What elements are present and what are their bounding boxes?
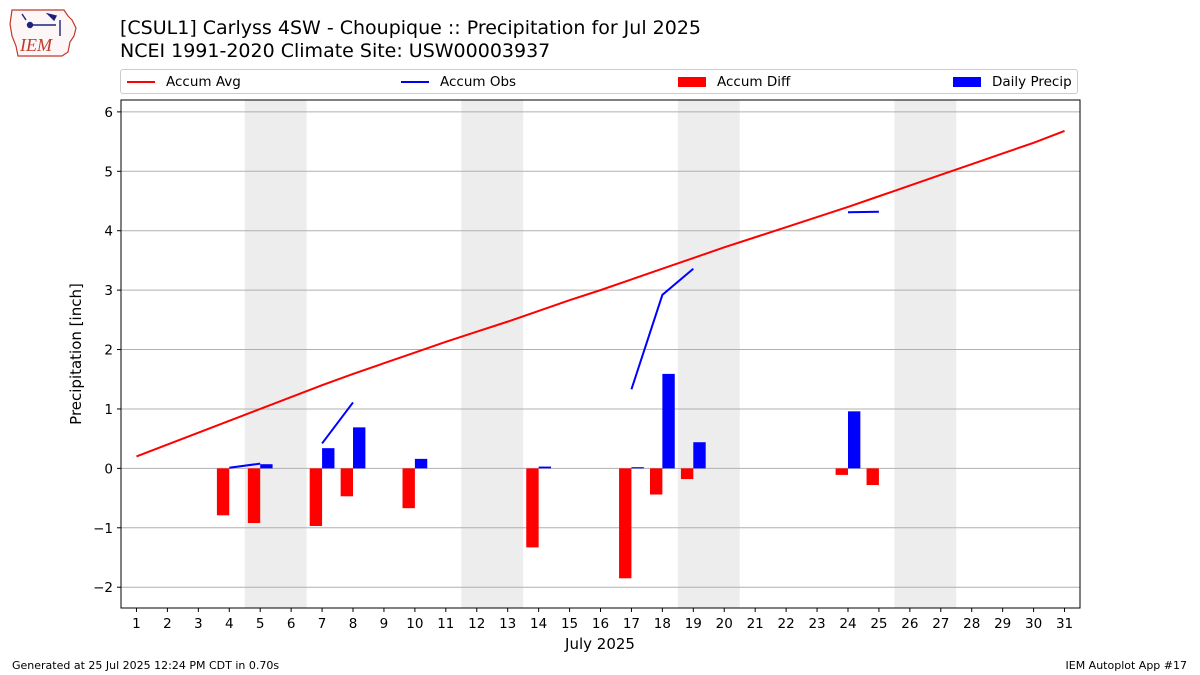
x-tick-label: 10 (406, 616, 423, 632)
plot-frame (120, 99, 1081, 609)
x-tick-label: 2 (163, 616, 172, 632)
accum-diff-bar (835, 468, 848, 475)
x-tick-label: 12 (468, 616, 485, 632)
y-tick-label: 6 (104, 105, 113, 121)
accum-diff-bar (247, 468, 261, 524)
y-tick-label: 1 (104, 402, 113, 418)
y-tick-label: 4 (104, 224, 113, 240)
legend-swatch-daily-precip (953, 77, 981, 87)
x-tick-label: 11 (437, 616, 454, 632)
daily-precip-bar (414, 458, 428, 469)
accum-diff-bar (649, 468, 663, 495)
legend-swatch-accum-diff (678, 77, 706, 87)
x-tick-label: 30 (1025, 616, 1042, 632)
daily-precip-bar (631, 467, 644, 469)
weather-station-icon (21, 12, 61, 36)
weekend-shade (677, 100, 740, 608)
generated-timestamp: Generated at 25 Jul 2025 12:24 PM CDT in… (12, 659, 280, 672)
x-tick-label: 31 (1056, 616, 1073, 632)
legend-label-daily-precip: Daily Precip (992, 74, 1072, 90)
legend-item-accum-avg: Accum Avg (127, 73, 241, 91)
x-tick-label: 27 (932, 616, 949, 632)
legend-label-accum-diff: Accum Diff (717, 74, 791, 90)
logo-text: IEM (19, 35, 53, 55)
accum-diff-bar (526, 468, 539, 548)
y-axis-label: Precipitation [inch] (67, 283, 85, 425)
y-tick-label: 5 (104, 164, 113, 180)
legend-item-accum-obs: Accum Obs (401, 73, 516, 91)
x-tick-label: 7 (318, 616, 327, 632)
x-tick-label: 14 (530, 616, 547, 632)
x-tick-label: 19 (685, 616, 702, 632)
chart-subtitle: NCEI 1991-2020 Climate Site: USW00003937 (120, 40, 551, 62)
x-tick-label: 18 (654, 616, 671, 632)
accum-diff-bar (619, 468, 632, 579)
x-tick-label: 8 (349, 616, 358, 632)
accum-diff-bar (340, 468, 354, 497)
accum-diff-bar (866, 468, 879, 486)
accum-obs-line (321, 401, 354, 445)
x-tick-label: 4 (225, 616, 234, 632)
x-tick-label: 28 (963, 616, 980, 632)
daily-precip-bar (538, 466, 552, 469)
accum-diff-bar (402, 468, 415, 509)
weekend-shade (894, 100, 957, 608)
legend-swatch-accum-obs (401, 81, 429, 83)
legend-label-accum-avg: Accum Avg (166, 74, 241, 90)
accum-obs-line (847, 210, 879, 214)
x-tick-label: 24 (839, 616, 856, 632)
iem-logo: IEM (9, 9, 77, 57)
y-tick-label: 0 (104, 461, 113, 477)
daily-precip-bar (693, 442, 706, 469)
x-tick-label: 5 (256, 616, 265, 632)
x-tick-label: 23 (808, 616, 825, 632)
x-tick-label: 1 (132, 616, 141, 632)
x-tick-label: 16 (592, 616, 609, 632)
x-tick-label: 22 (778, 616, 795, 632)
daily-precip-bar (662, 373, 675, 469)
x-tick-label: 3 (194, 616, 203, 632)
x-tick-label: 25 (870, 616, 887, 632)
legend-label-accum-obs: Accum Obs (440, 74, 517, 90)
x-tick-label: 29 (994, 616, 1011, 632)
y-tick-label: 3 (104, 283, 113, 299)
x-tick-label: 13 (499, 616, 516, 632)
legend-item-daily-precip: Daily Precip (953, 73, 1072, 91)
y-tick-label: −2 (93, 580, 113, 596)
x-tick-label: 17 (623, 616, 640, 632)
chart-legend: Accum Avg Accum Obs Accum Diff Daily Pre… (120, 69, 1078, 94)
weekend-shade (244, 100, 307, 608)
daily-precip-bar (847, 411, 861, 469)
x-tick-label: 21 (747, 616, 764, 632)
accum-diff-bar (216, 468, 230, 516)
legend-item-accum-diff: Accum Diff (678, 73, 790, 91)
x-tick-label: 6 (287, 616, 296, 632)
y-tick-label: 2 (104, 343, 113, 359)
accum-obs-line (229, 462, 261, 469)
accum-obs-line (630, 267, 694, 390)
app-credit: IEM Autoplot App #17 (1065, 659, 1188, 672)
weekend-shade (461, 100, 524, 608)
daily-precip-bar (353, 427, 366, 469)
x-tick-label: 15 (561, 616, 578, 632)
x-axis-label: July 2025 (564, 635, 635, 653)
y-tick-label: −1 (93, 521, 113, 537)
x-tick-label: 26 (901, 616, 918, 632)
accum-diff-bar (309, 468, 323, 527)
accum-diff-bar (680, 468, 694, 480)
chart-title: [CSUL1] Carlyss 4SW - Choupique :: Preci… (120, 17, 701, 39)
accum-avg-line (136, 129, 1065, 458)
daily-precip-bar (260, 464, 273, 469)
legend-swatch-accum-avg (127, 81, 155, 83)
x-tick-label: 9 (380, 616, 389, 632)
x-tick-label: 20 (716, 616, 733, 632)
daily-precip-bar (322, 448, 335, 469)
